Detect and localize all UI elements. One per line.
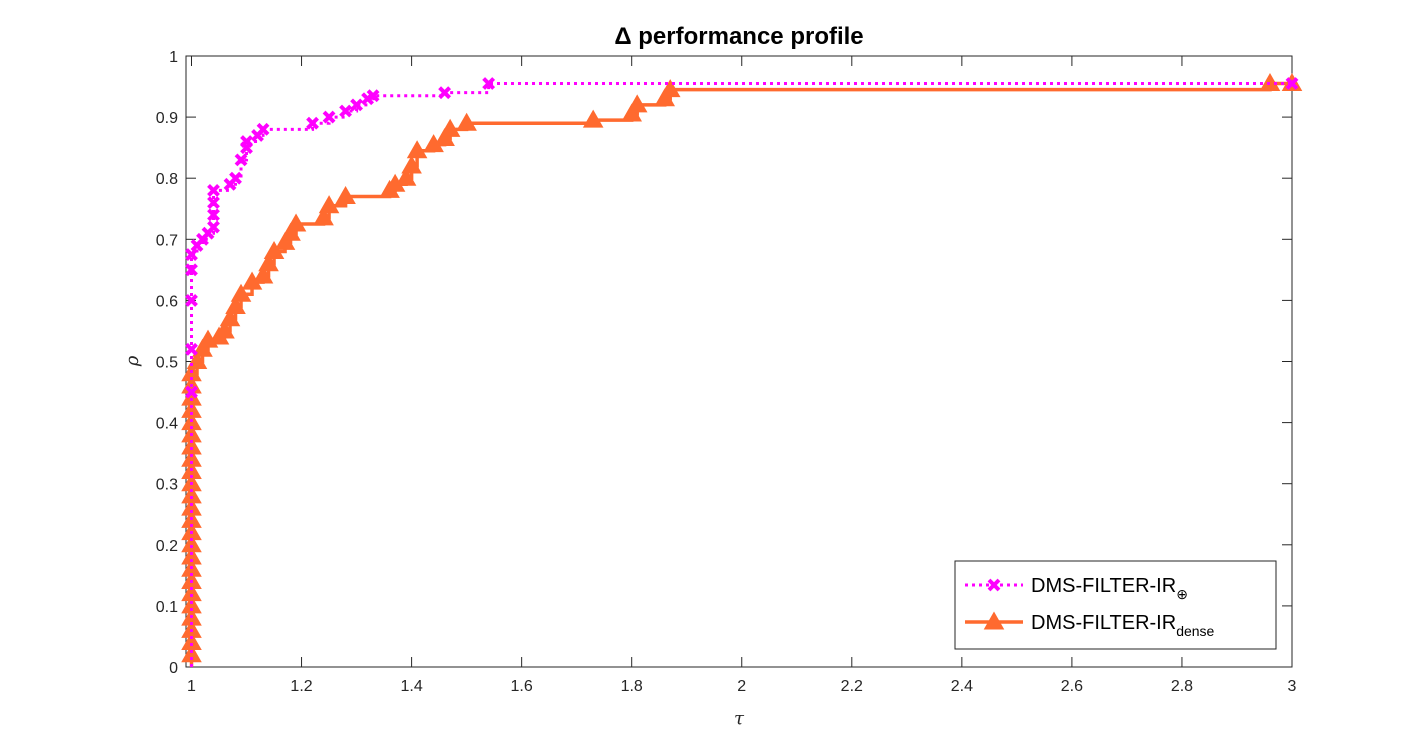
x-tick-label: 1.2 bbox=[290, 678, 312, 695]
triangle-marker bbox=[181, 497, 202, 516]
triangle-marker bbox=[285, 213, 307, 232]
x-marker bbox=[234, 153, 248, 167]
y-tick-label: 0.2 bbox=[156, 538, 178, 555]
x-marker bbox=[350, 98, 363, 112]
x-tick-label: 1.8 bbox=[621, 678, 643, 695]
x-tick-label: 2.2 bbox=[841, 678, 863, 695]
triangle-marker bbox=[395, 167, 417, 186]
y-tick-label: 0.6 bbox=[156, 293, 178, 310]
legend-label: DMS-FILTER-IRdense bbox=[1031, 612, 1215, 639]
x-marker bbox=[482, 77, 496, 90]
triangle-marker bbox=[983, 611, 1005, 630]
triangle-marker bbox=[280, 222, 301, 241]
series-layer bbox=[181, 72, 1303, 667]
triangle-marker bbox=[181, 632, 202, 651]
triangle-marker bbox=[626, 94, 648, 113]
triangle-marker bbox=[456, 112, 477, 131]
triangle-marker bbox=[214, 320, 235, 339]
y-tick-label: 0.5 bbox=[156, 355, 178, 372]
x-marker bbox=[339, 104, 352, 118]
x-marker bbox=[322, 110, 336, 124]
triangle-marker bbox=[401, 155, 422, 174]
triangle-marker bbox=[192, 338, 213, 357]
legend-label: DMS-FILTER-IR⊕ bbox=[1031, 575, 1188, 602]
triangle-marker bbox=[181, 436, 202, 455]
x-marker bbox=[240, 135, 253, 148]
y-tick-label: 0.9 bbox=[156, 110, 178, 127]
triangle-marker bbox=[313, 207, 334, 226]
x-marker bbox=[207, 220, 220, 234]
x-tick-label: 2.6 bbox=[1061, 678, 1083, 695]
triangle-marker bbox=[181, 546, 202, 565]
x-tick-label: 2 bbox=[737, 678, 746, 695]
triangle-marker bbox=[258, 253, 279, 272]
triangle-marker bbox=[406, 140, 428, 159]
series-line bbox=[190, 81, 1292, 667]
y-tick-label: 0.8 bbox=[156, 171, 178, 188]
triangle-marker bbox=[621, 103, 642, 122]
y-tick-label: 1 bbox=[169, 49, 178, 66]
triangle-marker bbox=[181, 534, 202, 553]
x-tick-label: 2.8 bbox=[1171, 678, 1193, 695]
x-tick-label: 2.4 bbox=[951, 678, 973, 695]
x-marker bbox=[185, 248, 198, 261]
x-marker bbox=[366, 89, 380, 103]
x-marker bbox=[207, 184, 220, 197]
x-tick-label: 3 bbox=[1288, 678, 1297, 695]
x-tick-label: 1.6 bbox=[511, 678, 533, 695]
chart-title: Δ performance profile bbox=[614, 23, 863, 50]
legend-entry-1: DMS-FILTER-IR⊕ bbox=[965, 575, 1188, 602]
triangle-marker bbox=[654, 88, 676, 107]
triangle-marker bbox=[230, 283, 252, 302]
triangle-marker bbox=[582, 109, 604, 128]
x-marker bbox=[185, 263, 198, 277]
x-axis: 1 1.2 1.4 1.6 1.8 2 2.2 2.4 2.6 2.8 3 bbox=[187, 56, 1297, 695]
series-2 bbox=[181, 72, 1303, 667]
x-marker bbox=[306, 116, 319, 130]
triangle-marker bbox=[181, 485, 202, 504]
triangle-marker bbox=[181, 448, 202, 467]
x-marker bbox=[229, 171, 242, 185]
series-1 bbox=[185, 77, 1299, 667]
x-tick-label: 1.4 bbox=[400, 678, 422, 695]
triangle-marker bbox=[181, 399, 202, 418]
x-marker bbox=[207, 208, 220, 222]
triangle-marker bbox=[263, 241, 285, 260]
y-axis: 0 0.1 0.2 0.3 0.4 0.5 0.6 0.7 0.8 0.9 1 bbox=[156, 49, 1292, 677]
legend-box bbox=[954, 560, 1277, 650]
y-tick-label: 0.3 bbox=[156, 477, 178, 494]
x-marker bbox=[185, 385, 198, 399]
triangle-marker bbox=[181, 583, 202, 602]
triangle-marker bbox=[318, 195, 340, 214]
triangle-marker bbox=[335, 186, 356, 205]
triangle-marker bbox=[225, 295, 246, 315]
x-marker bbox=[256, 122, 270, 136]
x-marker bbox=[185, 293, 198, 307]
triangle-marker bbox=[659, 79, 681, 98]
x-marker bbox=[1285, 77, 1299, 90]
x-marker bbox=[207, 196, 220, 210]
x-marker bbox=[185, 342, 198, 356]
y-axis-label: ρ bbox=[122, 355, 143, 367]
y-tick-label: 0.7 bbox=[156, 232, 178, 249]
legend-entry-2: DMS-FILTER-IRdense bbox=[965, 611, 1215, 639]
triangle-marker bbox=[274, 231, 296, 250]
legend: DMS-FILTER-IR⊕ DMS-FILTER-IRdense bbox=[954, 560, 1277, 650]
triangle-marker bbox=[434, 127, 455, 146]
x-axis-label: τ bbox=[734, 708, 745, 729]
y-tick-label: 0 bbox=[169, 660, 178, 677]
triangle-marker bbox=[439, 118, 461, 137]
x-tick-label: 1 bbox=[187, 678, 196, 695]
triangle-marker bbox=[252, 265, 274, 284]
y-tick-label: 0.1 bbox=[156, 599, 178, 616]
triangle-marker bbox=[181, 595, 202, 614]
triangle-marker bbox=[181, 644, 202, 663]
y-tick-label: 0.4 bbox=[156, 416, 178, 433]
x-marker bbox=[438, 86, 452, 100]
x-marker bbox=[987, 578, 1001, 592]
triangle-marker bbox=[219, 308, 241, 327]
